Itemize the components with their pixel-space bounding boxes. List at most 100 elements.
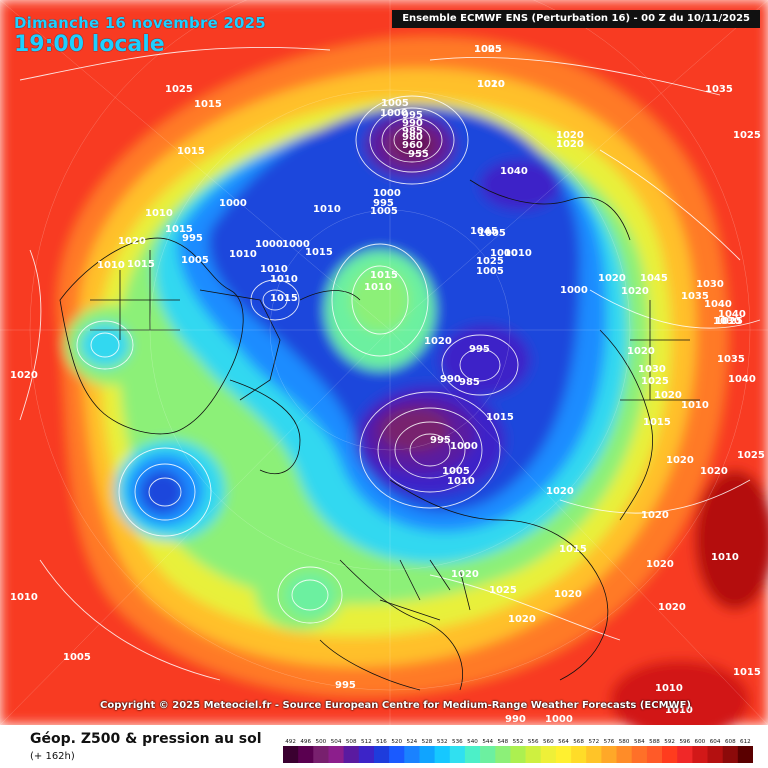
pressure-label: 1005 [381,98,409,109]
pressure-label: 1025 [641,376,669,387]
legend-tick-label: 584 [634,739,645,745]
pressure-label: 1020 [598,273,626,284]
legend-swatch [646,746,663,763]
pressure-label: 1000 [282,239,310,250]
legend-swatch [328,746,344,763]
pressure-label: 995 [182,233,203,244]
legend-tick-label: 560 [543,739,554,745]
geopotential-field [0,0,768,725]
coastlines [59,179,700,691]
pressure-label: 1015 [305,247,333,258]
legend-swatch [510,746,526,763]
legend-swatch [540,746,557,763]
pressure-label: 1020 [451,569,479,580]
pressure-label: 1035 [717,354,745,365]
forecast-date: Dimanche 16 novembre 2025 [14,14,266,32]
legend-tick-label: 524 [407,739,418,745]
legend-tick-label: 600 [695,739,706,745]
legend-swatch [313,746,329,763]
pressure-label: 1000 [450,441,478,452]
legend-tick-label: 608 [725,739,736,745]
legend-tick-label: 540 [467,739,478,745]
pressure-label: 1020 [554,589,582,600]
legend-swatch [434,746,451,763]
legend-tick-label: 588 [649,739,660,745]
pressure-label: 1025 [489,585,517,596]
legend-tick-label: 508 [346,739,357,745]
pressure-label: 1020 [666,455,694,466]
pressure-label: 990 [440,374,461,385]
pressure-label: 1010 [447,476,475,487]
legend-tick-label: 492 [285,739,296,745]
pressure-label: 1020 [658,602,686,613]
pressure-label: 1020 [508,614,536,625]
legend-swatch [343,746,360,763]
pressure-label: 1030 [696,279,724,290]
legend-tick-label: 572 [588,739,599,745]
pressure-label: 1010 [711,552,739,563]
pressure-label: 1015 [559,544,587,555]
pressure-label: 1010 [97,260,125,271]
pressure-label: 1015 [194,99,222,110]
legend-swatch [601,746,617,763]
legend-tick-label: 596 [679,739,690,745]
pressure-label: 1000 [545,714,573,725]
legend-tick-label: 504 [331,739,342,745]
copyright-notice: Copyright © 2025 Meteociel.fr - Source E… [100,700,691,711]
legend-tick-label: 568 [573,739,584,745]
pressure-label: 1020 [654,390,682,401]
pressure-label: 1000 [373,188,401,199]
pressure-label: 1030 [638,364,666,375]
legend-tick-label: 576 [604,739,615,745]
pressure-label: 1020 [646,559,674,570]
legend-swatch [283,746,299,763]
legend-tick-label: 612 [740,739,751,745]
pressure-label: 1015 [165,224,193,235]
pressure-label: 1010 [313,204,341,215]
legend-swatch [707,746,723,763]
pressure-label: 1020 [546,486,574,497]
pressure-label: 1020 [627,346,655,357]
pressure-label: 1015 [643,417,671,428]
legend-swatch [495,746,511,763]
pressure-label: 1005 [476,266,504,277]
pressure-label: 1005 [63,652,91,663]
pressure-label: 1015 [127,259,155,270]
pressure-label: 1005 [442,466,470,477]
pressure-label: 1010 [270,274,298,285]
pressure-label: 1000 [490,248,518,259]
legend-swatch [586,746,602,763]
pressure-label: 1020 [621,286,649,297]
legend-tick-label: 536 [452,739,463,745]
pressure-label: 995 [402,110,423,121]
forecast-lead-time: (+ 162h) [30,751,75,762]
pressure-label: 990 [505,714,526,725]
color-scale-legend: 492 496 500 504 508 512 516 520 524 528 532 536 540 5… [283,739,753,763]
pressure-label: 995 [335,680,356,691]
pressure-label: 1000 [380,108,408,119]
pressure-label: 1010 [145,208,173,219]
model-run-label: Ensemble ECMWF ENS (Perturbation 16) - 0… [392,10,760,28]
legend-tick-label: 520 [391,739,402,745]
legend-swatch [677,746,693,763]
legend-tick-label: 516 [376,739,387,745]
map-parameter-title: Géop. Z500 & pression au sol [30,731,262,747]
legend-tick-label: 548 [497,739,508,745]
legend-swatch [616,746,632,763]
pressure-label: 1035 [705,84,733,95]
legend-swatch [374,746,390,763]
legend-swatch [358,746,375,763]
legend-tick-label: 556 [528,739,539,745]
pressure-label: 1020 [424,336,452,347]
pressure-label: 1005 [370,206,398,217]
legend-swatch [631,746,648,763]
legend-swatch [555,746,572,763]
pressure-label: 1040 [728,374,756,385]
pressure-label: 1025 [737,450,765,461]
legend-swatch [692,746,708,763]
legend-tick-label: 604 [710,739,721,745]
pressure-label: 1030 [713,316,741,327]
pressure-label: 1025 [474,44,502,55]
legend-swatch [722,746,739,763]
legend-swatch [389,746,405,763]
